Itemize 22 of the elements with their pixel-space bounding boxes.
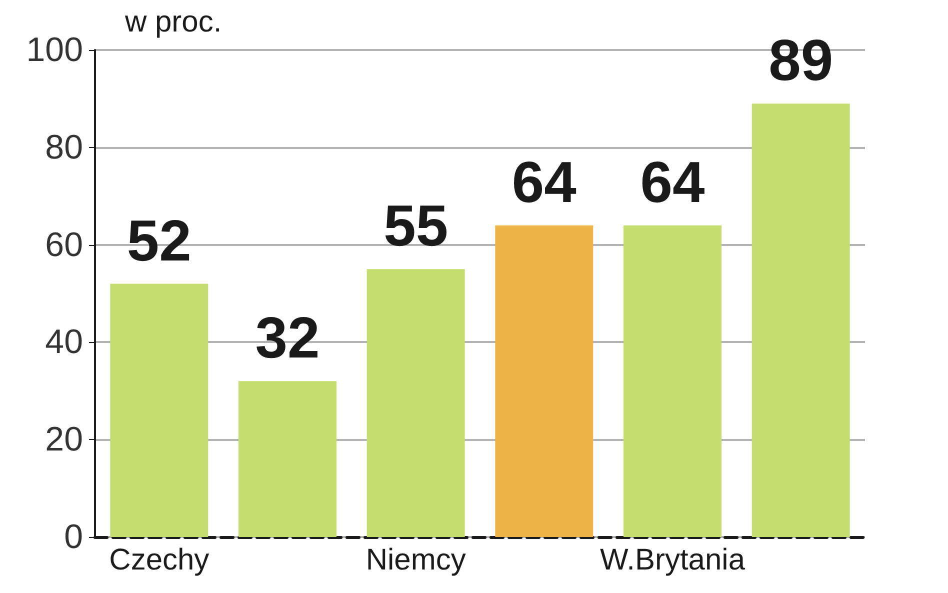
bar [110,284,208,537]
bar [366,269,465,537]
x-tick-label: W.Brytania [600,544,746,576]
y-tick-label: 40 [45,323,83,362]
data-label: 89 [768,28,834,94]
data-label: 64 [512,150,576,215]
y-tick-label: 0 [64,518,83,556]
data-label: 52 [126,208,192,274]
chart-title: w proc. [124,6,222,38]
bar [495,225,594,537]
bar [752,104,850,537]
data-label: 32 [255,306,320,371]
y-tick-label: 20 [45,420,83,459]
bar [238,381,336,537]
data-label: 55 [384,194,448,259]
data-label: 64 [640,150,705,215]
x-tick-label: Czechy [109,544,210,576]
y-tick-label: 100 [26,31,83,69]
bar [624,225,722,537]
y-tick-label: 60 [45,226,83,264]
x-tick-label: Niemcy [366,544,466,576]
y-tick-label: 80 [45,128,83,166]
